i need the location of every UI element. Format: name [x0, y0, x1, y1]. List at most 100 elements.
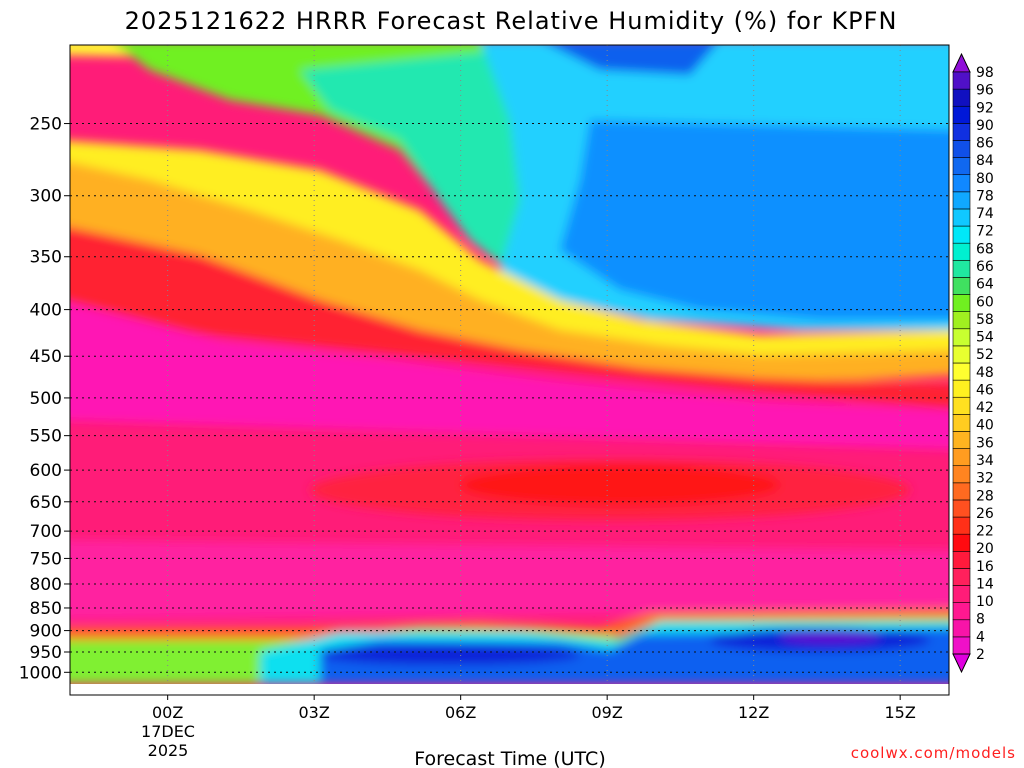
colorbar-swatch: [952, 345, 971, 364]
colorbar-swatch: [952, 362, 971, 381]
y-tick-label: 350: [30, 248, 62, 268]
source-watermark: coolwx.com/models: [851, 744, 1016, 762]
colorbar-label: 74: [976, 206, 994, 222]
field-band-orange-mid: [70, 162, 949, 380]
x-tick-label: 00Z: [152, 703, 183, 722]
colorbar-swatch: [952, 208, 971, 227]
colorbar-swatch: [952, 311, 971, 330]
colorbar-label: 60: [976, 294, 994, 310]
colorbar-label: 10: [976, 594, 994, 610]
field-core-violet: [780, 631, 880, 643]
colorbar-label: 84: [976, 153, 994, 169]
colorbar-swatch: [952, 516, 971, 535]
colorbar-max-arrow: [952, 52, 971, 73]
colorbar-label: 40: [976, 418, 994, 434]
y-tick-label: 300: [30, 187, 62, 207]
x-tick-label: 06Z: [445, 703, 476, 722]
x-date-line1: 17DEC: [141, 722, 195, 741]
colorbar-label: 20: [976, 541, 994, 557]
y-tick-label: 950: [30, 643, 62, 663]
colorbar-label: 14: [976, 576, 994, 592]
y-axis: 250 300 350 400 450 500 550 600 650 700 750 800 850 9…: [19, 115, 70, 683]
colorbar-swatch: [952, 191, 971, 210]
colorbar-label: 42: [976, 400, 994, 416]
colorbar-label: 54: [976, 330, 994, 346]
colorbar-label: 4: [976, 629, 985, 645]
colorbar-swatch: [952, 499, 971, 518]
field-core-darkblue-left: [320, 645, 580, 665]
colorbar-swatch: [952, 448, 971, 467]
colorbar-swatch: [952, 414, 971, 432]
colorbar-swatch: [952, 482, 971, 501]
field-band-orange-lower: [70, 608, 949, 640]
colorbar-swatch: [952, 105, 971, 124]
y-tick-label: 550: [30, 427, 62, 447]
colorbar-swatch: [952, 550, 971, 569]
colorbar-label: 48: [976, 365, 994, 381]
x-tick-label: 15Z: [885, 703, 916, 722]
field-band-pink-upper: [70, 302, 949, 450]
y-tick-label: 800: [30, 575, 62, 595]
x-tick-label: 03Z: [299, 703, 330, 722]
colorbar-label: 2: [976, 647, 985, 663]
y-tick-label: 900: [30, 622, 62, 642]
gridlines: [70, 45, 949, 684]
colorbar-swatch: [952, 71, 971, 90]
colorbar-label: 64: [976, 277, 994, 293]
terrain-ground: [70, 684, 949, 696]
colorbar-label: 66: [976, 259, 994, 275]
colorbar-min-arrow: [952, 653, 971, 674]
colorbar-swatch: [952, 140, 971, 158]
plot-frame: [69, 44, 950, 696]
y-tick-label: 400: [30, 301, 62, 321]
field-band-darkblue-upper: [550, 45, 716, 75]
colorbar-swatch: [952, 277, 971, 295]
colorbar-swatch: [952, 585, 971, 603]
y-tick-label: 700: [30, 522, 62, 542]
colorbar-label: 90: [976, 118, 994, 134]
colorbar-label: 96: [976, 83, 994, 99]
colorbar-label: 34: [976, 453, 994, 469]
y-tick-label: 600: [30, 461, 62, 481]
humidity-field: [70, 45, 949, 684]
colorbar-swatch: [952, 431, 971, 449]
colorbar-swatch: [952, 294, 971, 312]
colorbar-label: 28: [976, 488, 994, 504]
colorbar-swatch: [952, 602, 971, 621]
y-tick-label: 250: [30, 115, 62, 135]
x-axis: 00Z 03Z 06Z 09Z 12Z 15Z: [152, 695, 916, 722]
y-tick-label: 650: [30, 493, 62, 513]
colorbar-label: 52: [976, 347, 994, 363]
colorbar-swatch: [952, 157, 971, 176]
colorbar-swatch: [952, 225, 971, 244]
field-core-deepred: [460, 465, 780, 505]
x-tick-label: 09Z: [592, 703, 623, 722]
colorbar-swatch: [952, 465, 971, 484]
x-date-line2: 2025: [148, 741, 189, 760]
y-tick-label: 1000: [19, 663, 62, 683]
colorbar-label: 8: [976, 612, 985, 628]
y-tick-label: 450: [30, 347, 62, 367]
colorbar-label: 98: [976, 65, 994, 81]
colorbar-label: 58: [976, 312, 994, 328]
colorbar-label: 80: [976, 171, 994, 187]
colorbar-swatch: [952, 259, 971, 278]
colorbar: 2481014162022262832343640424648525458606…: [952, 52, 994, 674]
colorbar-swatch: [952, 396, 971, 415]
field-band-red-edge: [70, 227, 949, 409]
colorbar-swatch: [952, 174, 971, 193]
colorbar-label: 36: [976, 435, 994, 451]
colorbar-swatch: [952, 328, 971, 347]
colorbar-swatch: [952, 619, 971, 638]
y-tick-label: 850: [30, 599, 62, 619]
colorbar-label: 78: [976, 188, 994, 204]
plot-area: [70, 45, 949, 696]
field-band-pink-lower: [70, 540, 949, 620]
colorbar-label: 26: [976, 506, 994, 522]
field-band-blue-upper: [560, 120, 949, 320]
colorbar-swatch: [952, 123, 971, 141]
y-tick-label: 500: [30, 389, 62, 409]
y-tick-label: 750: [30, 549, 62, 569]
colorbar-swatch: [952, 533, 971, 552]
